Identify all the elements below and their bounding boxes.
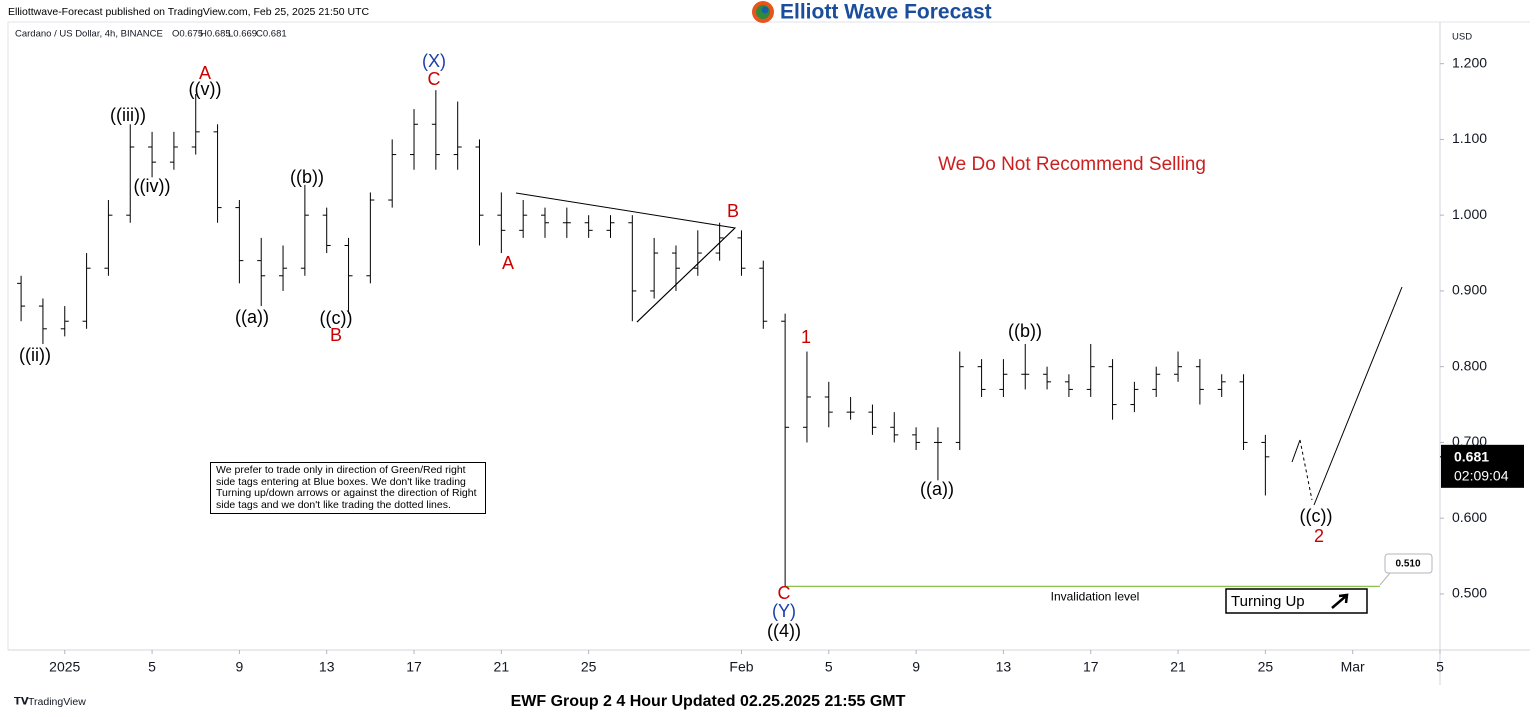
x-tick-label: Mar (1341, 659, 1365, 675)
projection-line (1313, 286, 1403, 506)
symbol-low: L0.669 (228, 29, 257, 40)
signal-arrow (1331, 593, 1349, 609)
tv-logo: 𝗧𝗩 (14, 697, 29, 708)
wave-label: ((iii)) (110, 105, 146, 125)
y-tick-label: 1.000 (1452, 206, 1487, 222)
x-tick-label: 13 (319, 659, 335, 675)
wave-label: 2 (1314, 526, 1324, 546)
symbol-high: H0.685 (200, 29, 231, 40)
brand: TradingView (28, 696, 86, 708)
wave-label: A (199, 63, 211, 83)
x-tick-label: 25 (1258, 659, 1274, 675)
x-tick-label: 21 (1170, 659, 1186, 675)
invalidation-tag (1384, 553, 1433, 574)
symbol-open: O0.675 (172, 29, 203, 40)
y-tick-label: 0.800 (1452, 357, 1487, 373)
y-tick-label: 0.900 (1452, 282, 1487, 298)
x-tick-label: 17 (1083, 659, 1099, 675)
caption: EWF Group 2 4 Hour Updated 02.25.2025 21… (511, 693, 906, 710)
invalidation-tag-text: 0.510 (1395, 559, 1420, 570)
triangle-lower (636, 227, 736, 323)
wave-label: ((a)) (920, 479, 954, 499)
publisher: Elliottwave-Forecast published on Tradin… (8, 6, 370, 18)
symbol-name: Cardano / US Dollar, 4h, BINANCE (15, 29, 163, 40)
x-tick-label: Feb (729, 659, 753, 675)
note: We prefer to trade only in direction of … (210, 462, 486, 514)
y-tick-label: 1.200 (1452, 54, 1487, 70)
wave-label: ((v)) (189, 79, 222, 99)
x-tick-label: 17 (406, 659, 422, 675)
wave-label: ((iv)) (134, 176, 171, 196)
wave-label: (Y) (772, 601, 796, 621)
x-tick-label: 5 (148, 659, 156, 675)
wave-label: ((c)) (1300, 506, 1333, 526)
wave-label: ((b)) (1008, 321, 1042, 341)
wave-label: ((ii)) (19, 345, 51, 365)
x-tick-label: 13 (996, 659, 1012, 675)
y-tick-label: 0.600 (1452, 509, 1487, 525)
x-tick-label: 5 (825, 659, 833, 675)
wave-label: ((4)) (767, 621, 801, 641)
last-price-tag (1441, 444, 1524, 488)
y-tick-label: 1.100 (1452, 130, 1487, 146)
projection-up (1291, 439, 1301, 463)
x-tick-label: 5 (1436, 659, 1444, 675)
wave-label: (X) (422, 51, 446, 71)
x-tick-label: 2025 (49, 659, 80, 675)
invalidation-text: Invalidation level (1051, 590, 1140, 604)
wave-label: B (330, 325, 342, 345)
signal-text: Turning Up (1231, 593, 1305, 610)
projection-dotted (1299, 439, 1313, 501)
wave-label: B (727, 201, 739, 221)
signal-box (1225, 588, 1368, 614)
logo-icon-core (761, 6, 769, 14)
wave-label: C (428, 69, 441, 89)
x-tick-label: 21 (494, 659, 510, 675)
countdown: 02:09:04 (1454, 468, 1509, 484)
wave-label: C (778, 583, 791, 603)
wave-label: ((b)) (290, 167, 324, 187)
wave-label: 1 (801, 327, 811, 347)
wave-label: ((c)) (320, 308, 353, 328)
wave-label: A (502, 253, 514, 273)
x-tick-label: 9 (912, 659, 920, 675)
last-price-label: 0.681 (1454, 449, 1489, 465)
symbol-close: C0.681 (256, 29, 287, 40)
x-tick-label: 25 (581, 659, 597, 675)
invalidation-tag-pointer (1379, 572, 1391, 586)
wave-label: ((a)) (235, 307, 269, 327)
y-tick-label: 0.500 (1452, 585, 1487, 601)
logo-text: Elliott Wave Forecast (780, 1, 992, 24)
x-tick-label: 9 (235, 659, 243, 675)
warning: We Do Not Recommend Selling (938, 154, 1206, 175)
currency: USD (1452, 32, 1472, 43)
